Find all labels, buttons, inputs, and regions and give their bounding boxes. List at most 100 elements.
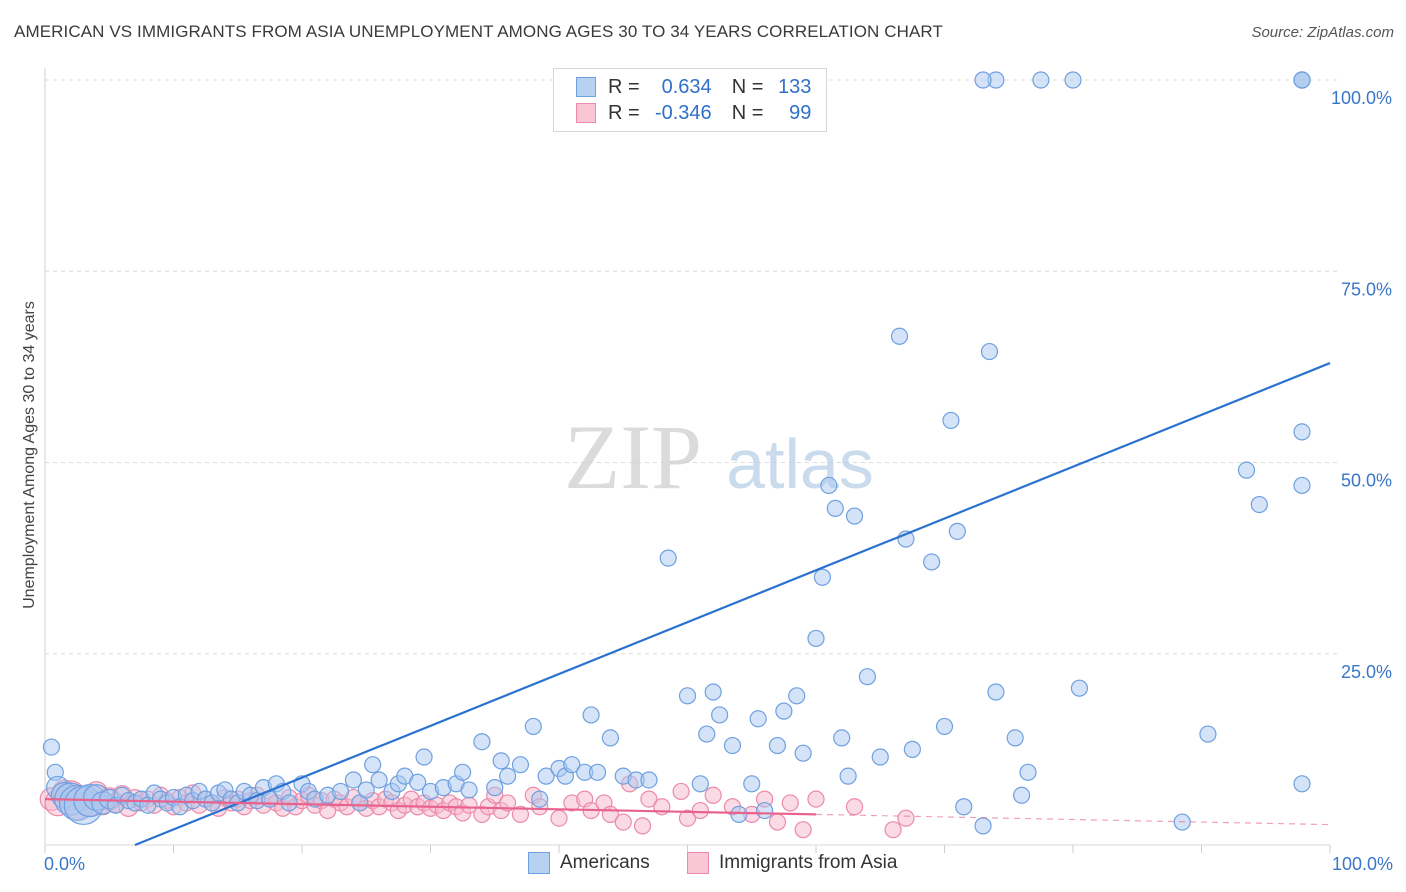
americans-point — [903, 740, 921, 758]
americans-point — [935, 717, 954, 736]
legend-n-value: 133 — [778, 75, 812, 98]
immigrants-swatch — [576, 103, 596, 123]
legend-row-immigrants: R = -0.346 N = 99 — [576, 101, 811, 125]
americans-point — [531, 790, 549, 808]
americans-trend-line — [134, 362, 1331, 847]
watermark: ZIP atlas — [564, 406, 874, 508]
immigrants-point — [678, 809, 697, 827]
americans-point — [563, 756, 581, 774]
immigrants-trend-line — [44, 798, 817, 816]
immigrants-point — [884, 821, 902, 839]
correlation-legend: R = 0.634 N = 133 R = -0.346 N = 99 — [553, 68, 827, 132]
americans-point — [698, 725, 716, 743]
americans-point — [357, 781, 375, 799]
legend-row-americans: R = 0.634 N = 133 — [576, 75, 811, 99]
americans-point — [511, 756, 530, 774]
americans-point — [813, 568, 832, 586]
y-tick-label: 25.0% — [1341, 662, 1392, 682]
immigrants-point — [672, 782, 690, 801]
americans-point — [743, 775, 761, 793]
chart-title: AMERICAN VS IMMIGRANTS FROM ASIA UNEMPLO… — [14, 22, 943, 41]
immigrants-point — [845, 798, 864, 816]
x-tick-label: 100.0% — [1332, 854, 1393, 874]
x-tick-label: 0.0% — [44, 854, 85, 874]
americans-points — [42, 71, 1311, 835]
americans-point — [678, 687, 697, 705]
americans-swatch — [576, 77, 596, 97]
americans-point — [987, 683, 1005, 701]
gridlines — [44, 68, 1340, 853]
americans-point — [730, 805, 748, 824]
americans-point — [344, 771, 362, 789]
americans-point — [826, 499, 844, 517]
americans-point — [492, 752, 510, 770]
americans-point — [364, 756, 382, 774]
americans-point — [723, 736, 742, 755]
americans-point — [537, 767, 555, 785]
americans-point — [1019, 763, 1037, 781]
americans-point — [454, 763, 472, 781]
watermark-zip: ZIP — [564, 406, 702, 508]
americans-point — [1237, 461, 1256, 479]
americans-point — [768, 736, 787, 755]
americans-point — [42, 738, 61, 756]
y-tick-label: 100.0% — [1331, 88, 1392, 108]
immigrants-legend-swatch — [687, 852, 709, 874]
americans-point — [659, 549, 677, 567]
americans-point — [794, 744, 812, 762]
americans-point — [1250, 495, 1268, 514]
americans-point — [749, 710, 767, 728]
immigrants-point — [781, 794, 799, 812]
americans-point — [839, 767, 857, 785]
legend-n-value: 99 — [789, 101, 812, 124]
americans-point — [858, 668, 877, 686]
legend-n-label: N = — [731, 75, 764, 98]
americans-point — [1064, 71, 1082, 89]
immigrants-point — [794, 821, 812, 839]
legend-r-label: R = — [608, 75, 640, 98]
americans-point — [1293, 476, 1311, 495]
immigrants-point — [807, 790, 825, 808]
americans-point — [409, 773, 427, 791]
americans-point — [588, 763, 607, 781]
americans-point — [1032, 71, 1050, 89]
immigrants-point — [614, 813, 632, 831]
immigrants-point — [768, 813, 787, 831]
americans-point — [1293, 423, 1311, 441]
americans-point — [788, 687, 806, 705]
americans-point — [807, 629, 825, 648]
immigrants-point — [897, 809, 915, 827]
legend-n-label: N = — [731, 101, 764, 124]
americans-point — [820, 476, 838, 495]
americans-point — [524, 717, 542, 736]
americans-point — [871, 748, 889, 766]
americans-point — [890, 327, 909, 345]
americans-point — [1070, 679, 1089, 697]
americans-point — [948, 522, 966, 540]
americans-point — [775, 702, 793, 720]
americans-point — [955, 798, 973, 816]
source-credit: Source: ZipAtlas.com — [1251, 24, 1394, 41]
legend-r-value: -0.346 — [654, 101, 712, 124]
immigrants-point — [511, 805, 530, 824]
americans-point — [370, 771, 388, 789]
americans-point — [974, 71, 992, 89]
americans-point — [942, 411, 960, 430]
americans-point — [974, 817, 992, 835]
americans-point — [711, 706, 729, 724]
americans-point — [1293, 71, 1311, 89]
americans-point — [833, 729, 851, 747]
series-legend: Americans Immigrants from Asia — [0, 852, 1406, 878]
americans-point — [601, 729, 620, 747]
americans-point — [1293, 775, 1311, 793]
y-tick-label: 75.0% — [1341, 279, 1392, 299]
legend-item-immigrants: Immigrants from Asia — [687, 852, 897, 874]
y-tick-label: 50.0% — [1341, 471, 1392, 491]
americans-point — [460, 781, 478, 799]
immigrants-point — [704, 786, 722, 804]
legend-r-value: 0.634 — [661, 75, 712, 98]
americans-point — [473, 733, 491, 751]
americans-point — [1006, 729, 1024, 747]
americans-point — [582, 706, 600, 724]
americans-legend-label: Americans — [560, 852, 650, 873]
